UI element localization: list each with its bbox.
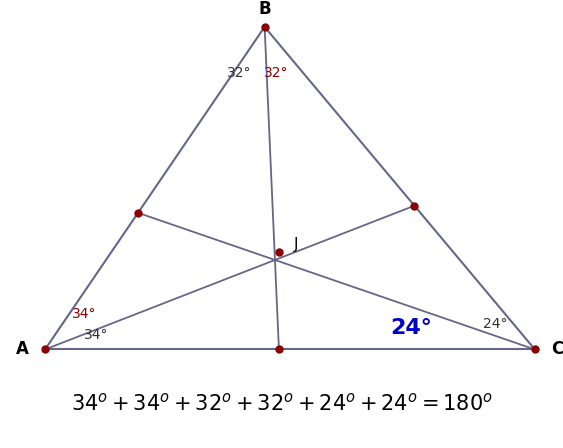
Text: 24°: 24° [390,318,432,338]
Text: A: A [16,340,29,358]
Text: C: C [551,340,563,358]
Text: 24°: 24° [483,317,508,332]
Text: $34^o+34^o+32^o+32^o+24^o+24^o=180^o$: $34^o+34^o+32^o+32^o+24^o+24^o=180^o$ [70,392,493,415]
Text: 32°: 32° [263,66,288,81]
Text: 34°: 34° [83,328,108,342]
Text: B: B [258,0,271,18]
Text: J: J [293,237,298,252]
Text: 34°: 34° [72,306,97,321]
Text: 32°: 32° [227,66,252,81]
